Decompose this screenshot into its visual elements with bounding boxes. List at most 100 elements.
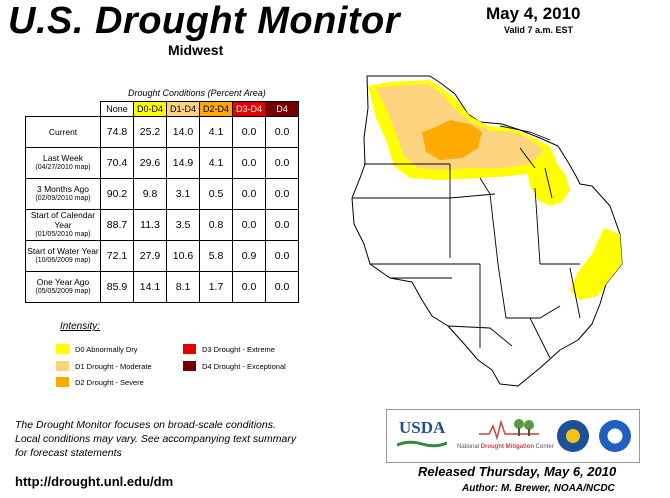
usda-logo: USDA	[399, 418, 446, 437]
doc-seal-icon	[557, 420, 589, 452]
legend-item-d3: D3 Drought - Extreme	[183, 344, 275, 354]
table-cell: 0.0	[265, 116, 299, 148]
table-cell: 0.8	[199, 209, 233, 241]
table-cell: 11.3	[133, 209, 167, 241]
table-cell: 4.1	[199, 147, 233, 179]
legend-label: D0 Abnormally Dry	[75, 344, 138, 354]
legend-swatch	[183, 361, 196, 371]
legend-swatch	[183, 344, 196, 354]
table-caption: Drought Conditions (Percent Area)	[128, 88, 266, 98]
midwest-drought-map	[351, 75, 623, 387]
note-line: Local conditions may vary. See accompany…	[15, 433, 297, 445]
table-cell: 1.7	[199, 271, 233, 303]
legend-item-d1: D1 Drought - Moderate	[56, 361, 152, 371]
usda-wave-icon	[397, 440, 447, 448]
col-none: None	[100, 101, 134, 117]
col-d0-d4: D0-D4	[133, 101, 167, 117]
disclaimer-note: The Drought Monitor focuses on broad-sca…	[15, 418, 296, 460]
map-date: May 4, 2010	[486, 4, 581, 23]
table-cell: 5.8	[199, 240, 233, 272]
row-label: One Year Ago (05/05/2009 map)	[25, 271, 101, 303]
legend-label: D2 Drought - Severe	[75, 377, 144, 387]
legend-title: Intensity:	[60, 321, 101, 332]
great-lakes-outline	[499, 125, 553, 199]
legend-label: D1 Drought - Moderate	[75, 361, 152, 371]
row-label-text: One Year Ago	[36, 277, 90, 287]
table-cell: 14.9	[166, 147, 200, 179]
table-cell: 0.5	[199, 178, 233, 210]
table-cell: 0.0	[232, 116, 266, 148]
col-d3-d4: D3-D4	[232, 101, 266, 117]
row-label-text: Current	[48, 127, 78, 137]
release-date: Released Thursday, May 6, 2010	[418, 464, 617, 479]
table-row: Current 74.8 25.2 14.0 4.1 0.0 0.0	[25, 116, 299, 148]
map-title: U.S. Drought Monitor	[8, 0, 401, 42]
row-label: Last Week (04/27/2010 map)	[25, 147, 101, 179]
table-cell: 0.0	[265, 178, 299, 210]
author-credit: Author: M. Brewer, NOAA/NCDC	[462, 483, 615, 494]
table-cell: 8.1	[166, 271, 200, 303]
table-cell: 90.2	[100, 178, 134, 210]
valid-time: Valid 7 a.m. EST	[504, 25, 574, 35]
d0-ohio	[570, 228, 622, 300]
legend-swatch	[56, 361, 69, 371]
table-cell: 0.0	[265, 271, 299, 303]
table-row: One Year Ago (05/05/2009 map) 85.9 14.1 8…	[25, 271, 299, 303]
drought-conditions-table: None D0-D4 D1-D4 D2-D4 D3-D4 D4 Current …	[25, 101, 299, 303]
table-cell: 0.9	[232, 240, 266, 272]
table-row: Start of Water Year (10/06/2009 map) 72.1…	[25, 240, 299, 272]
table-cell: 10.6	[166, 240, 200, 272]
table-cell: 72.1	[100, 240, 134, 272]
table-header-row: None D0-D4 D1-D4 D2-D4 D3-D4 D4	[25, 101, 299, 117]
row-label-sub: (10/06/2009 map)	[35, 257, 91, 264]
table-cell: 9.8	[133, 178, 167, 210]
row-label: Current	[25, 116, 101, 148]
table-cell: 27.9	[133, 240, 167, 272]
row-label-text: Start of Water Year	[27, 246, 99, 256]
row-label-sub: (02/09/2010 map)	[35, 195, 91, 202]
region-subtitle: Midwest	[168, 42, 224, 58]
state-borders	[352, 163, 581, 359]
table-cell: 0.0	[265, 147, 299, 179]
row-label-text: Last Week	[42, 153, 83, 163]
row-label-text: 3 Months Ago	[37, 184, 89, 194]
row-label: Start of Water Year (10/06/2009 map)	[25, 240, 101, 272]
note-line: for forecast statements	[15, 447, 122, 459]
row-label: 3 Months Ago (02/09/2010 map)	[25, 178, 101, 210]
col-d4: D4	[265, 101, 299, 117]
legend-label: D4 Drought - Exceptional	[202, 361, 286, 371]
d2-north	[422, 120, 482, 160]
ndmc-name-part: National	[457, 444, 481, 450]
legend-label: D3 Drought - Extreme	[202, 344, 275, 354]
col-d2-d4: D2-D4	[199, 101, 233, 117]
table-cell: 0.0	[232, 147, 266, 179]
ndmc-logo-icon	[479, 419, 539, 441]
table-corner	[25, 101, 101, 117]
table-cell: 29.6	[133, 147, 167, 179]
table-cell: 0.0	[265, 209, 299, 241]
table-cell: 3.1	[166, 178, 200, 210]
legend-item-d0: D0 Abnormally Dry	[56, 344, 138, 354]
table-cell: 0.0	[232, 271, 266, 303]
legend-item-d4: D4 Drought - Exceptional	[183, 361, 286, 371]
row-label-sub: (05/05/2009 map)	[35, 288, 91, 295]
col-d1-d4: D1-D4	[166, 101, 200, 117]
table-row: Last Week (04/27/2010 map) 70.4 29.6 14.9…	[25, 147, 299, 179]
table-cell: 0.0	[232, 178, 266, 210]
noaa-seal-icon	[599, 420, 631, 452]
partner-logos: USDA National Drought Mitigation Center	[386, 409, 640, 463]
legend-item-d2: D2 Drought - Severe	[56, 377, 144, 387]
legend-swatch	[56, 377, 69, 387]
table-cell: 0.0	[232, 209, 266, 241]
table-cell: 25.2	[133, 116, 167, 148]
row-label-text: Start of Calendar Year	[30, 210, 96, 230]
ndmc-name-part: Center	[534, 444, 554, 450]
row-label-sub: (04/27/2010 map)	[35, 164, 91, 171]
table-cell: 14.1	[133, 271, 167, 303]
table-cell: 14.0	[166, 116, 200, 148]
website-url[interactable]: http://drought.unl.edu/dm	[15, 474, 174, 489]
row-label: Start of Calendar Year (01/05/2010 map)	[25, 209, 101, 241]
table-cell: 4.1	[199, 116, 233, 148]
note-line: The Drought Monitor focuses on broad-sca…	[15, 419, 276, 431]
ndmc-name: National Drought Mitigation Center	[457, 444, 554, 450]
